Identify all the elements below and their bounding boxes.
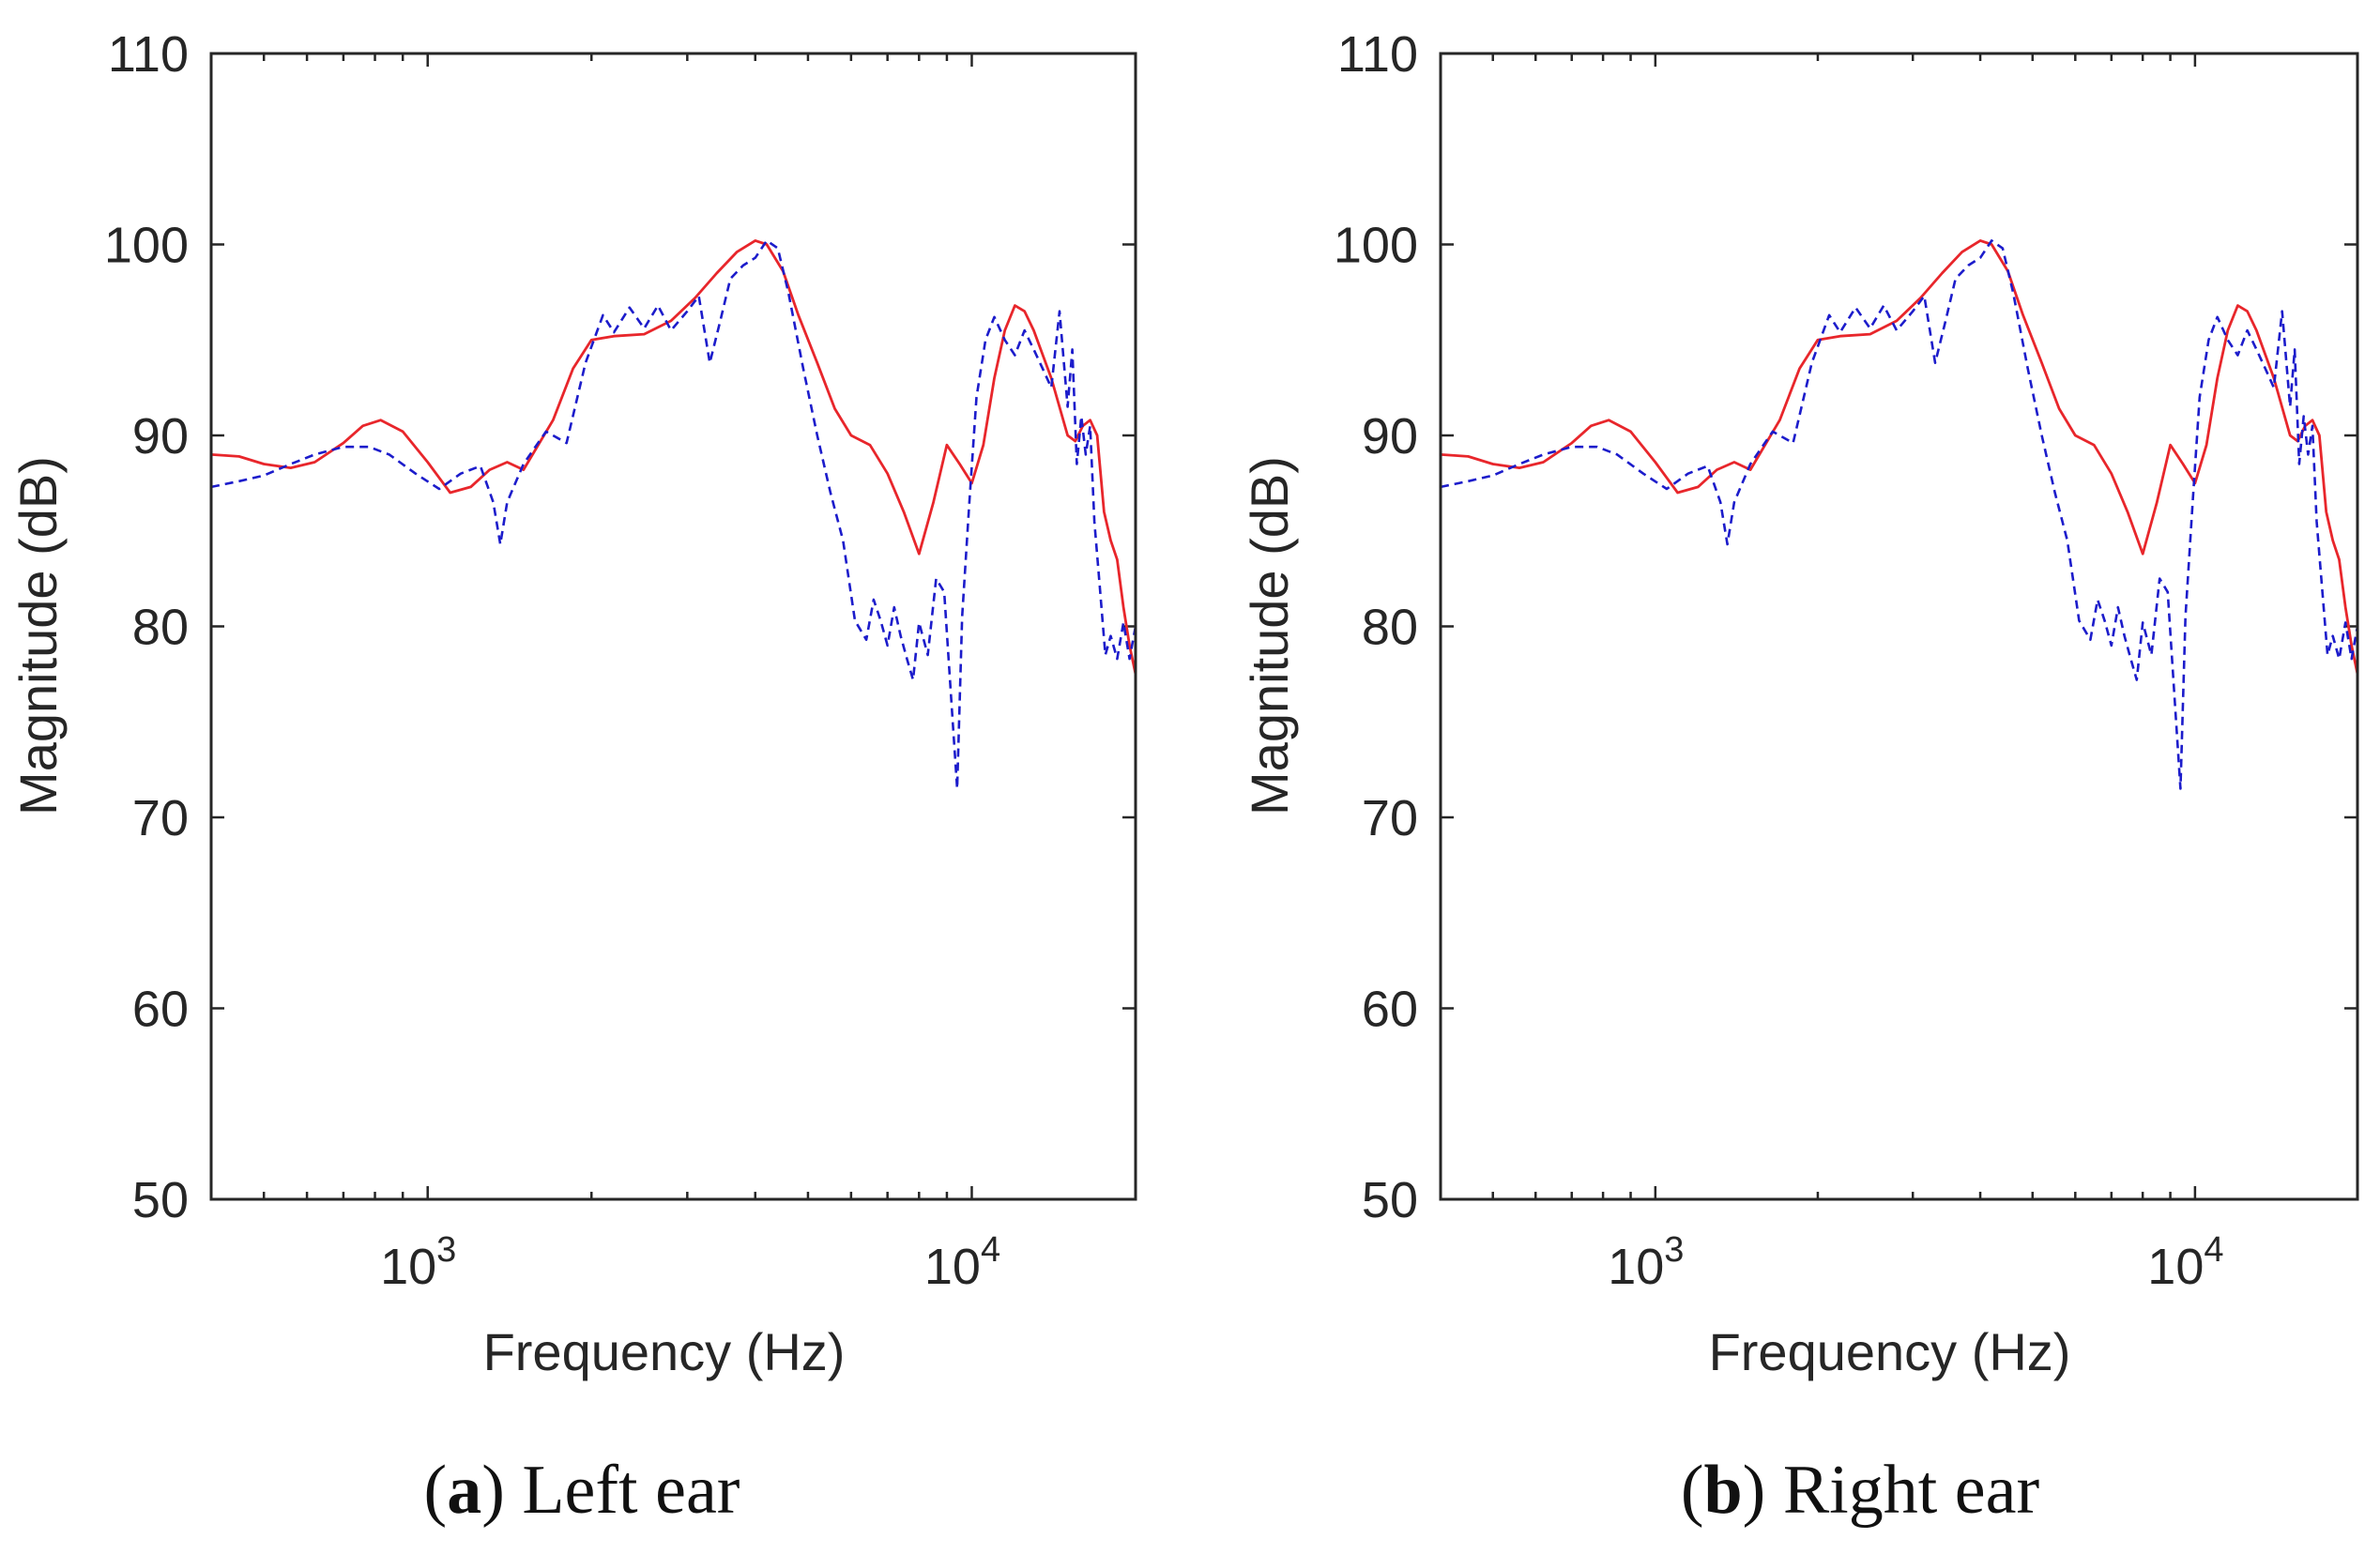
y-tick-label: 90 (1362, 408, 1418, 465)
y-tick-label: 80 (132, 600, 189, 656)
y-tick-label: 50 (132, 1172, 189, 1228)
caption-paren-close: ) (1743, 1452, 1783, 1529)
axes-box (209, 52, 1137, 1201)
y-tick-label: 70 (132, 790, 189, 846)
y-tick-label: 60 (132, 982, 189, 1038)
caption-paren-close: ) (481, 1452, 522, 1529)
x-tick-label: 103 (1608, 1230, 1684, 1295)
caption-panel-letter: a (447, 1452, 481, 1529)
x-tick-exponent: 4 (2204, 1230, 2223, 1270)
y-tick-label: 90 (132, 408, 189, 465)
x-axis-title: Frequency (Hz) (1709, 1322, 2071, 1381)
x-tick-base: 10 (924, 1239, 981, 1295)
x-tick-exponent: 3 (1664, 1230, 1684, 1270)
x-tick-base: 10 (1608, 1239, 1664, 1295)
series-line-solid-red (211, 238, 1136, 675)
caption-title: Left ear (522, 1452, 740, 1529)
x-tick-exponent: 4 (981, 1230, 1000, 1270)
x-tick-exponent: 3 (436, 1230, 456, 1270)
y-tick-label: 60 (1362, 982, 1418, 1038)
x-tick-label: 104 (924, 1230, 1000, 1295)
caption-title: Right ear (1783, 1452, 2039, 1529)
y-axis-title: Magnitude (dB) (8, 456, 68, 815)
x-axis-title: Frequency (Hz) (483, 1322, 846, 1381)
y-tick-label: 100 (1334, 218, 1418, 274)
y-tick-label: 50 (1362, 1172, 1418, 1228)
y-axis-title: Magnitude (dB) (1240, 456, 1299, 815)
x-tick-label: 103 (380, 1230, 456, 1295)
y-tick-label: 70 (1362, 790, 1418, 846)
caption-panel-letter: b (1704, 1452, 1743, 1529)
panel-caption: (a) Left ear (424, 1452, 740, 1529)
series-line-solid-red (1441, 238, 2357, 675)
axes-box (1439, 52, 2359, 1201)
y-tick-label: 100 (104, 218, 189, 274)
y-tick-label: 110 (108, 26, 189, 83)
y-tick-label: 80 (1362, 600, 1418, 656)
y-tick-label: 110 (1337, 26, 1418, 83)
x-tick-base: 10 (380, 1239, 436, 1295)
caption-paren-open: ( (1681, 1452, 1704, 1529)
series-line-dashed-blue (211, 239, 1136, 790)
panel-caption: (b) Right ear (1681, 1452, 2039, 1529)
series-line-dashed-blue (1441, 239, 2357, 790)
x-tick-base: 10 (2147, 1239, 2204, 1295)
x-tick-label: 104 (2147, 1230, 2223, 1295)
caption-paren-open: ( (424, 1452, 448, 1529)
